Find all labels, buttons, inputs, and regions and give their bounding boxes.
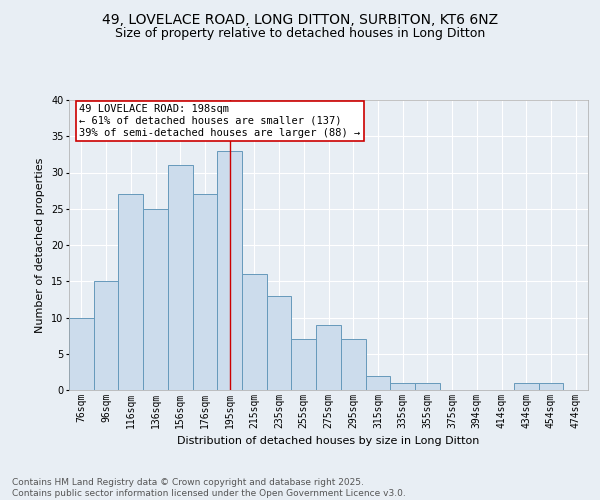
- Bar: [69, 318, 94, 390]
- Bar: [217, 151, 242, 390]
- Text: Size of property relative to detached houses in Long Ditton: Size of property relative to detached ho…: [115, 28, 485, 40]
- Bar: [267, 296, 292, 390]
- Bar: [193, 194, 217, 390]
- Text: 49 LOVELACE ROAD: 198sqm
← 61% of detached houses are smaller (137)
39% of semi-: 49 LOVELACE ROAD: 198sqm ← 61% of detach…: [79, 104, 361, 138]
- X-axis label: Distribution of detached houses by size in Long Ditton: Distribution of detached houses by size …: [178, 436, 479, 446]
- Bar: [316, 325, 341, 390]
- Bar: [365, 376, 390, 390]
- Bar: [341, 339, 365, 390]
- Bar: [94, 281, 118, 390]
- Bar: [514, 383, 539, 390]
- Bar: [168, 165, 193, 390]
- Bar: [415, 383, 440, 390]
- Bar: [143, 209, 168, 390]
- Bar: [390, 383, 415, 390]
- Text: 49, LOVELACE ROAD, LONG DITTON, SURBITON, KT6 6NZ: 49, LOVELACE ROAD, LONG DITTON, SURBITON…: [102, 12, 498, 26]
- Bar: [118, 194, 143, 390]
- Bar: [292, 339, 316, 390]
- Bar: [242, 274, 267, 390]
- Y-axis label: Number of detached properties: Number of detached properties: [35, 158, 46, 332]
- Bar: [539, 383, 563, 390]
- Text: Contains HM Land Registry data © Crown copyright and database right 2025.
Contai: Contains HM Land Registry data © Crown c…: [12, 478, 406, 498]
